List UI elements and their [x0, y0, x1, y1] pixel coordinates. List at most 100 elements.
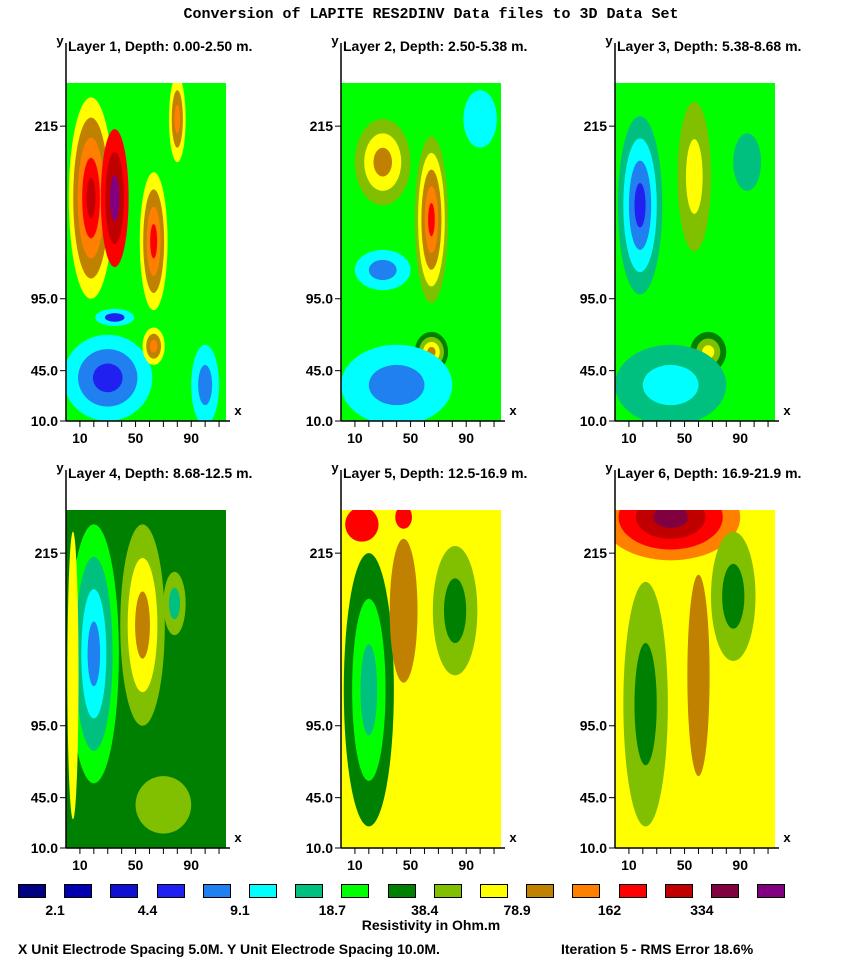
legend-swatch — [249, 884, 277, 898]
contour-region — [198, 364, 213, 406]
contour-region — [634, 643, 657, 766]
y-tick-label: 45.0 — [580, 790, 607, 806]
y-axis-label: y — [56, 460, 64, 475]
y-tick-label: 45.0 — [306, 790, 333, 806]
legend-level-label: 162 — [597, 902, 622, 918]
layer-title: Layer 5, Depth: 12.5-16.9 m. — [343, 465, 527, 481]
legend-level-label: 78.9 — [503, 902, 531, 918]
contour-region — [733, 133, 762, 191]
y-tick-label: 45.0 — [31, 790, 58, 806]
x-tick-label: 90 — [732, 430, 748, 446]
y-tick-label: 95.0 — [580, 718, 607, 734]
resistivity-map — [341, 510, 501, 848]
legend-swatch — [387, 884, 416, 898]
contour-region — [135, 776, 192, 834]
layer-title: Layer 4, Depth: 8.68-12.5 m. — [68, 465, 252, 481]
contour-region — [149, 339, 158, 353]
y-tick-label: 95.0 — [31, 291, 58, 307]
x-tick-label: 90 — [732, 857, 748, 873]
resistivity-map — [341, 83, 501, 421]
x-tick-label: 90 — [458, 857, 474, 873]
x-axis-label: x — [509, 830, 517, 845]
y-tick-label: 10.0 — [580, 840, 607, 856]
contour-region — [168, 587, 181, 620]
contour-region — [687, 574, 710, 777]
layer-panel-2: 10.0 45.0 95.0 215 10 50 90 y x Layer 2, Depth: 2… — [306, 33, 528, 446]
contour-region — [150, 223, 158, 259]
resistivity-map — [66, 510, 226, 848]
y-axis-label: y — [331, 33, 339, 48]
legend-swatch — [526, 884, 555, 898]
x-tick-label: 90 — [183, 430, 199, 446]
y-tick-label: 45.0 — [306, 363, 333, 379]
x-tick-label: 10 — [621, 430, 637, 446]
x-axis-label: x — [783, 830, 791, 845]
x-tick-label: 90 — [458, 430, 474, 446]
legend-swatch — [295, 884, 324, 898]
legend-level-label: 2.1 — [45, 902, 65, 918]
contour-region — [463, 90, 497, 148]
x-tick-label: 10 — [621, 857, 637, 873]
legend-swatch — [711, 884, 739, 898]
legend-swatch — [572, 884, 601, 898]
contour-region — [642, 364, 699, 406]
x-tick-label: 50 — [677, 430, 693, 446]
y-tick-label: 215 — [310, 118, 334, 134]
x-tick-label: 50 — [128, 857, 144, 873]
legend-level-label: 9.1 — [230, 902, 250, 918]
layer-title: Layer 6, Depth: 16.9-21.9 m. — [617, 465, 801, 481]
y-tick-label: 10.0 — [31, 413, 58, 429]
x-tick-label: 50 — [403, 430, 419, 446]
contour-region — [634, 182, 646, 228]
contour-region — [368, 364, 425, 406]
page-title: Conversion of LAPITE RES2DINV Data files… — [183, 6, 679, 23]
y-axis-label: y — [605, 460, 613, 475]
x-axis-label: x — [234, 830, 242, 845]
legend-swatch — [156, 884, 185, 898]
legend-swatch — [341, 884, 370, 898]
contour-region — [135, 591, 150, 659]
resistivity-map — [615, 510, 775, 848]
y-tick-label: 95.0 — [31, 718, 58, 734]
contour-region — [653, 510, 689, 528]
legend-swatch — [480, 884, 508, 898]
y-tick-label: 215 — [310, 545, 334, 561]
layer-title: Layer 2, Depth: 2.50-5.38 m. — [343, 38, 527, 54]
contour-region — [373, 147, 393, 177]
resistivity-map — [615, 83, 775, 421]
legend-swatch — [664, 884, 693, 898]
contour-region — [86, 177, 96, 219]
y-tick-label: 215 — [584, 118, 608, 134]
legend-swatch — [64, 884, 93, 898]
y-tick-label: 215 — [584, 545, 608, 561]
y-tick-label: 95.0 — [306, 291, 333, 307]
y-tick-label: 45.0 — [580, 363, 607, 379]
y-tick-label: 215 — [35, 118, 59, 134]
y-axis-label: y — [56, 33, 64, 48]
legend-level-label: 334 — [690, 902, 714, 918]
contour-region — [389, 538, 418, 683]
y-tick-label: 10.0 — [580, 413, 607, 429]
x-tick-label: 10 — [72, 430, 88, 446]
x-axis-label: x — [234, 403, 242, 418]
contour-region — [443, 578, 467, 644]
contour-region — [395, 510, 412, 529]
x-tick-label: 50 — [403, 857, 419, 873]
contour-region — [104, 313, 125, 322]
legend-swatch — [110, 884, 139, 898]
layer-panel-5: 10.0 45.0 95.0 215 10 50 90 y x Layer 5, Depth: 1… — [306, 460, 528, 873]
layer-panel-1: 10.0 45.0 95.0 215 10 50 90 y x Layer 1, Depth: 0… — [31, 33, 253, 446]
x-tick-label: 50 — [677, 857, 693, 873]
resistivity-map — [66, 83, 226, 421]
x-tick-label: 10 — [347, 430, 363, 446]
layer-title: Layer 1, Depth: 0.00-2.50 m. — [68, 38, 252, 54]
layer-panel-3: 10.0 45.0 95.0 215 10 50 90 y x Layer 3, Depth: 5… — [580, 33, 802, 446]
legend-level-label: 18.7 — [318, 902, 346, 918]
legend-swatch — [18, 884, 46, 898]
contour-region — [110, 175, 120, 222]
y-tick-label: 95.0 — [580, 291, 607, 307]
contour-region — [428, 202, 435, 237]
legend-title: Resistivity in Ohm.m — [361, 917, 501, 933]
y-tick-label: 95.0 — [306, 718, 333, 734]
